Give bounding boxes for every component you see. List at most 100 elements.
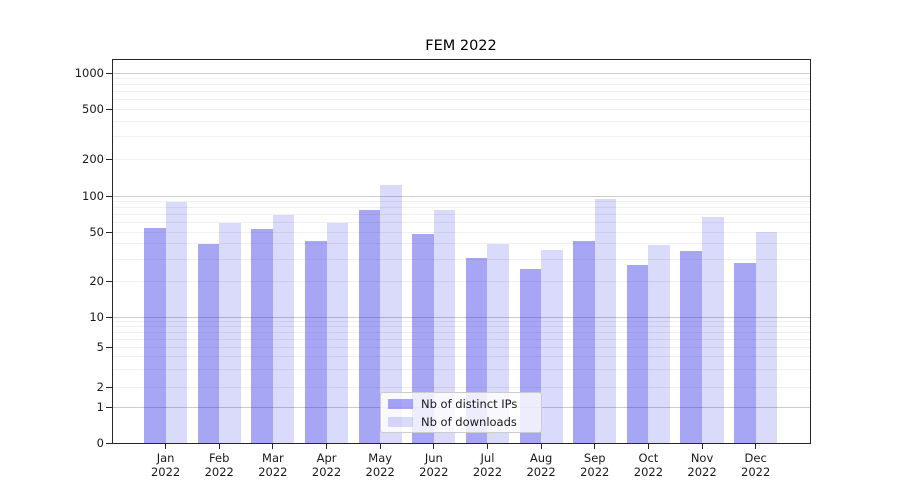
y-tick-label: 0	[96, 436, 104, 450]
legend-label-downloads: Nb of downloads	[421, 414, 517, 429]
x-tick-label: Jun 2022	[419, 451, 449, 479]
bar-distinct-ips-oct	[626, 264, 649, 443]
legend-swatch-distinct-ips	[388, 398, 413, 409]
y-tick-mark	[106, 108, 113, 110]
minor-gridline	[113, 200, 810, 202]
bar-distinct-ips-jan	[144, 228, 166, 443]
minor-gridline	[113, 99, 810, 101]
x-tick-label: Oct 2022	[633, 451, 664, 479]
y-tick-mark	[106, 406, 113, 408]
y-tick-label: 100	[82, 189, 104, 203]
minor-gridline	[113, 158, 810, 160]
bar-downloads-feb	[219, 223, 241, 443]
minor-gridline	[113, 280, 810, 282]
y-tick-mark	[106, 72, 113, 74]
major-gridline	[113, 72, 810, 74]
x-tick-label: Nov 2022	[687, 451, 717, 479]
bar-downloads-may	[380, 184, 402, 443]
y-tick-mark	[106, 442, 113, 444]
minor-gridline	[113, 91, 810, 93]
y-tick-label: 1	[96, 400, 104, 414]
bar-distinct-ips-dec	[734, 263, 756, 443]
minor-gridline	[113, 331, 810, 333]
bar-downloads-nov	[702, 216, 724, 443]
y-tick-mark	[106, 346, 113, 348]
x-tick-label: Apr 2022	[311, 451, 342, 479]
bar-distinct-ips-mar	[251, 228, 273, 443]
x-tick-mark	[594, 444, 596, 449]
y-tick-mark	[106, 231, 113, 233]
x-tick-label: Jan 2022	[150, 451, 181, 479]
minor-gridline	[113, 84, 810, 86]
minor-gridline	[113, 231, 810, 233]
chart-title: FEM 2022	[425, 38, 497, 54]
bar-distinct-ips-nov	[680, 251, 703, 443]
x-tick-label: Aug 2022	[526, 451, 556, 479]
x-tick-mark	[701, 444, 703, 449]
y-tick-mark	[106, 158, 113, 160]
x-tick-mark	[755, 444, 757, 449]
x-tick-mark	[326, 444, 328, 449]
x-tick-mark	[540, 444, 542, 449]
x-tick-label: Sep 2022	[580, 451, 610, 479]
bar-downloads-aug	[541, 249, 563, 443]
bar-downloads-jun	[433, 210, 456, 443]
y-tick-label: 5	[96, 340, 104, 354]
bar-downloads-oct	[648, 245, 670, 443]
legend: Nb of distinct IPs Nb of downloads	[380, 392, 542, 433]
minor-gridline	[113, 214, 810, 216]
x-tick-mark	[647, 444, 649, 449]
major-gridline	[113, 316, 810, 318]
major-gridline	[113, 195, 810, 197]
bar-distinct-ips-apr	[304, 241, 327, 443]
bar-distinct-ips-sep	[573, 241, 595, 443]
legend-swatch-downloads	[388, 416, 413, 427]
y-tick-label: 200	[82, 152, 104, 166]
minor-gridline	[113, 368, 810, 370]
legend-row-downloads: Nb of downloads	[388, 415, 534, 429]
minor-gridline	[113, 207, 810, 209]
x-tick-mark	[165, 444, 167, 449]
legend-label-distinct-ips: Nb of distinct IPs	[421, 396, 518, 411]
bar-downloads-dec	[755, 232, 778, 443]
y-tick-mark	[106, 316, 113, 318]
y-tick-mark	[106, 280, 113, 282]
y-tick-label: 20	[89, 274, 104, 288]
y-tick-label: 50	[89, 225, 104, 239]
bar-distinct-ips-may	[358, 210, 381, 443]
x-tick-mark	[379, 444, 381, 449]
x-tick-label: Feb 2022	[204, 451, 234, 479]
minor-gridline	[113, 222, 810, 224]
y-tick-mark	[106, 386, 113, 388]
x-tick-mark	[486, 444, 488, 449]
x-tick-label: Dec 2022	[741, 451, 771, 479]
minor-gridline	[113, 108, 810, 110]
minor-gridline	[113, 346, 810, 348]
bar-distinct-ips-feb	[197, 243, 220, 443]
x-tick-mark	[433, 444, 435, 449]
minor-gridline	[113, 243, 810, 245]
bar-downloads-sep	[594, 199, 617, 443]
y-tick-mark	[106, 195, 113, 197]
minor-gridline	[113, 120, 810, 122]
bar-downloads-apr	[326, 222, 349, 443]
bar-distinct-ips-jun	[412, 234, 434, 443]
minor-gridline	[113, 258, 810, 260]
minor-gridline	[113, 356, 810, 358]
minor-gridline	[113, 77, 810, 79]
x-tick-mark	[272, 444, 274, 449]
bar-downloads-mar	[272, 214, 295, 443]
bar-downloads-jan	[165, 202, 188, 443]
plot-area	[112, 59, 811, 444]
y-tick-label: 1000	[74, 66, 104, 80]
minor-gridline	[113, 338, 810, 340]
x-tick-label: Jul 2022	[472, 451, 503, 479]
minor-gridline	[113, 386, 810, 388]
minor-gridline	[113, 326, 810, 328]
minor-gridline	[113, 321, 810, 323]
legend-row-ips: Nb of distinct IPs	[388, 397, 534, 411]
y-tick-label: 500	[82, 102, 104, 116]
x-tick-mark	[218, 444, 220, 449]
y-tick-label: 2	[96, 380, 104, 394]
